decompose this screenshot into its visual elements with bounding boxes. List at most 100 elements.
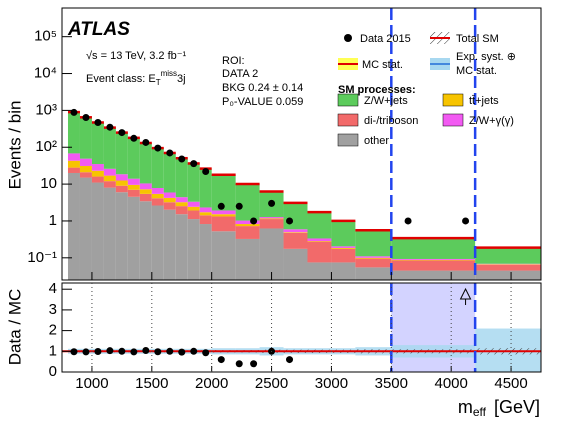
data-point [190, 160, 197, 167]
event-class: Event class: ETmiss3j [86, 69, 186, 87]
data-point [286, 217, 293, 224]
stack-segment [355, 267, 391, 280]
stack-segment [164, 192, 176, 197]
ratio-axis-label: Data / MC [5, 289, 24, 366]
stack-segment [391, 260, 475, 270]
data-point [142, 139, 149, 146]
stack-segment [164, 153, 176, 193]
stack-segment [92, 164, 104, 171]
stack-segment [391, 238, 475, 259]
ratio-point [286, 356, 293, 363]
stack-segment [176, 206, 188, 214]
stack-segment [68, 153, 80, 160]
roi-text: P₀-VALUE 0.059 [222, 96, 303, 108]
data-point [178, 155, 185, 162]
stack-segment [200, 215, 212, 224]
stack-segment [236, 224, 260, 226]
legend-label: Z/W+jets [364, 95, 408, 107]
legend-label: other [364, 135, 389, 147]
stack-segment [307, 262, 331, 280]
stack-segment [236, 226, 260, 239]
stack-segment [80, 178, 92, 280]
stack-segment [80, 159, 92, 166]
data-point [268, 200, 275, 207]
data-point [106, 124, 113, 131]
ratio-point [166, 348, 173, 355]
legend-label: MC stat. [456, 65, 497, 77]
stack-segment [128, 197, 140, 280]
x-label-sub: eff [473, 405, 487, 419]
x-tick-label: 3000 [315, 375, 348, 392]
roi-text: ROI: [222, 55, 245, 67]
stack-segment [68, 168, 80, 173]
ratio-tick-label: 1 [49, 342, 57, 359]
y-tick-label: 1 [49, 212, 57, 229]
stack-segment [128, 138, 140, 179]
legend-swatch [443, 94, 463, 106]
ratio-tick-label: 0 [49, 363, 57, 380]
ratio-point [190, 348, 197, 355]
stack-segment [391, 260, 475, 261]
stack-segment [92, 122, 104, 164]
stack-segment [236, 239, 260, 280]
legend-label: Total SM [456, 33, 499, 45]
data-point [94, 119, 101, 126]
stack-segment [152, 188, 164, 194]
stack-segment [200, 207, 212, 212]
stack-segment [212, 216, 236, 231]
stack-segment [260, 217, 284, 218]
stack-segment [391, 259, 475, 260]
ratio-point [130, 348, 137, 355]
roi-text: DATA 2 [222, 68, 258, 80]
stack-segment [152, 148, 164, 188]
stack-segment [128, 179, 140, 185]
stack-segment [116, 180, 128, 185]
stack-segment [116, 186, 128, 192]
stack-segment [391, 271, 475, 280]
stack-segment [116, 174, 128, 180]
atlas-label: ATLAS [67, 19, 130, 40]
stack-segment [188, 207, 200, 211]
stack-segment [331, 221, 355, 246]
stack-segment [212, 231, 236, 280]
stack-segment [260, 219, 284, 228]
stack-segment [212, 214, 236, 216]
legend-swatch [443, 114, 463, 126]
stack-segment [200, 224, 212, 280]
event-class-text: Event class: E [86, 73, 156, 85]
data-point [250, 217, 257, 224]
event-class-sub: T [156, 78, 161, 87]
y-axis-label: Events / bin [5, 101, 24, 190]
stack-segment [140, 194, 152, 201]
x-tick-label: 2000 [195, 375, 228, 392]
stack-segment [188, 202, 200, 207]
stack-segment [128, 190, 140, 197]
y-tick-label: 10⁻¹ [27, 249, 57, 266]
stack-segment [140, 183, 152, 189]
stack-segment [92, 171, 104, 177]
legend-swatch [338, 134, 358, 146]
legend-label: Exp. syst. ⊕ [456, 51, 516, 63]
stack-segment [355, 258, 391, 259]
stack-segment [176, 158, 188, 197]
stack-segment [116, 192, 128, 280]
roi-text: BKG 0.24 ± 0.14 [222, 82, 303, 94]
stack-segment [164, 198, 176, 202]
ratio-point [218, 356, 225, 363]
data-point [236, 203, 243, 210]
stack-segment [176, 197, 188, 202]
stack-segment [104, 188, 116, 280]
stack-segment [284, 249, 308, 280]
stack-segment [104, 169, 116, 176]
ratio-tick-label: 4 [49, 280, 57, 297]
stack-segment [92, 183, 104, 280]
ratio-point [250, 360, 257, 367]
legend-label: di-/triboson [364, 115, 418, 127]
stack-segment [212, 210, 236, 214]
stack-segment [188, 163, 200, 201]
stack-segment [140, 143, 152, 183]
stack-segment [104, 181, 116, 187]
stack-segment [331, 248, 355, 249]
ratio-point [106, 347, 113, 354]
x-label-main: m [458, 397, 473, 417]
